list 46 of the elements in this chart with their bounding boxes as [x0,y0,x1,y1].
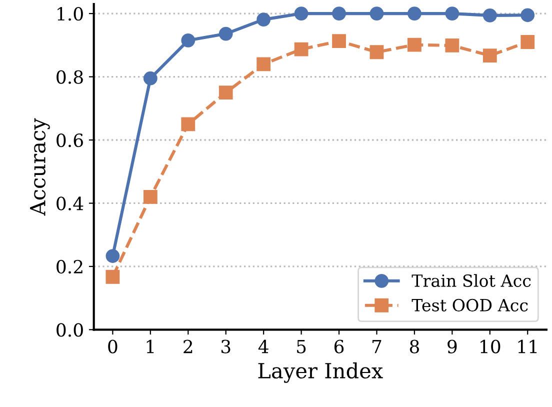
x-tick-label: 11 [518,340,537,354]
y-tick-label: 0.0 [56,323,83,337]
y-tick-label: 0.6 [56,133,83,148]
x-tick-label: 3 [221,340,230,354]
point [294,6,308,20]
point [143,190,158,204]
x-tick-label: 1 [146,340,154,354]
point [482,8,497,22]
y-tick-label: 0.4 [56,196,84,210]
point [370,45,384,60]
point [256,12,271,27]
y-tick-label: 0.8 [56,70,83,84]
point [408,38,422,52]
point [408,6,422,20]
x-tick-label: 4 [258,340,268,354]
x-tick-label: 6 [334,340,344,354]
legend-label: Train Slot Acc [412,274,531,287]
x-tick-label: 0 [108,340,118,354]
x-tick-label: 8 [410,340,419,354]
point [181,117,196,132]
point [445,6,460,20]
point [106,249,120,263]
point [218,26,233,41]
x-tick-label: 10 [480,340,500,354]
x-tick-label: 9 [448,340,457,354]
point [332,6,346,20]
point [181,33,196,48]
legend-label: Test OOD Acc [412,298,528,312]
x-tick-label: 7 [372,340,382,354]
x-tick-label: 5 [297,340,306,354]
point [445,38,460,52]
point [143,71,158,86]
point [218,86,233,100]
point [520,8,535,22]
point [482,48,497,63]
point [332,34,346,48]
y-tick-label: 0.2 [56,260,82,274]
point [294,42,308,56]
point [256,57,271,72]
y-axis-title: Accuracy [30,118,50,216]
point [370,6,384,20]
y-tick-label: 1.0 [58,7,83,21]
point [106,270,120,284]
point [520,35,535,49]
x-axis-title: Layer Index [258,362,383,383]
x-tick-label: 2 [184,340,192,354]
